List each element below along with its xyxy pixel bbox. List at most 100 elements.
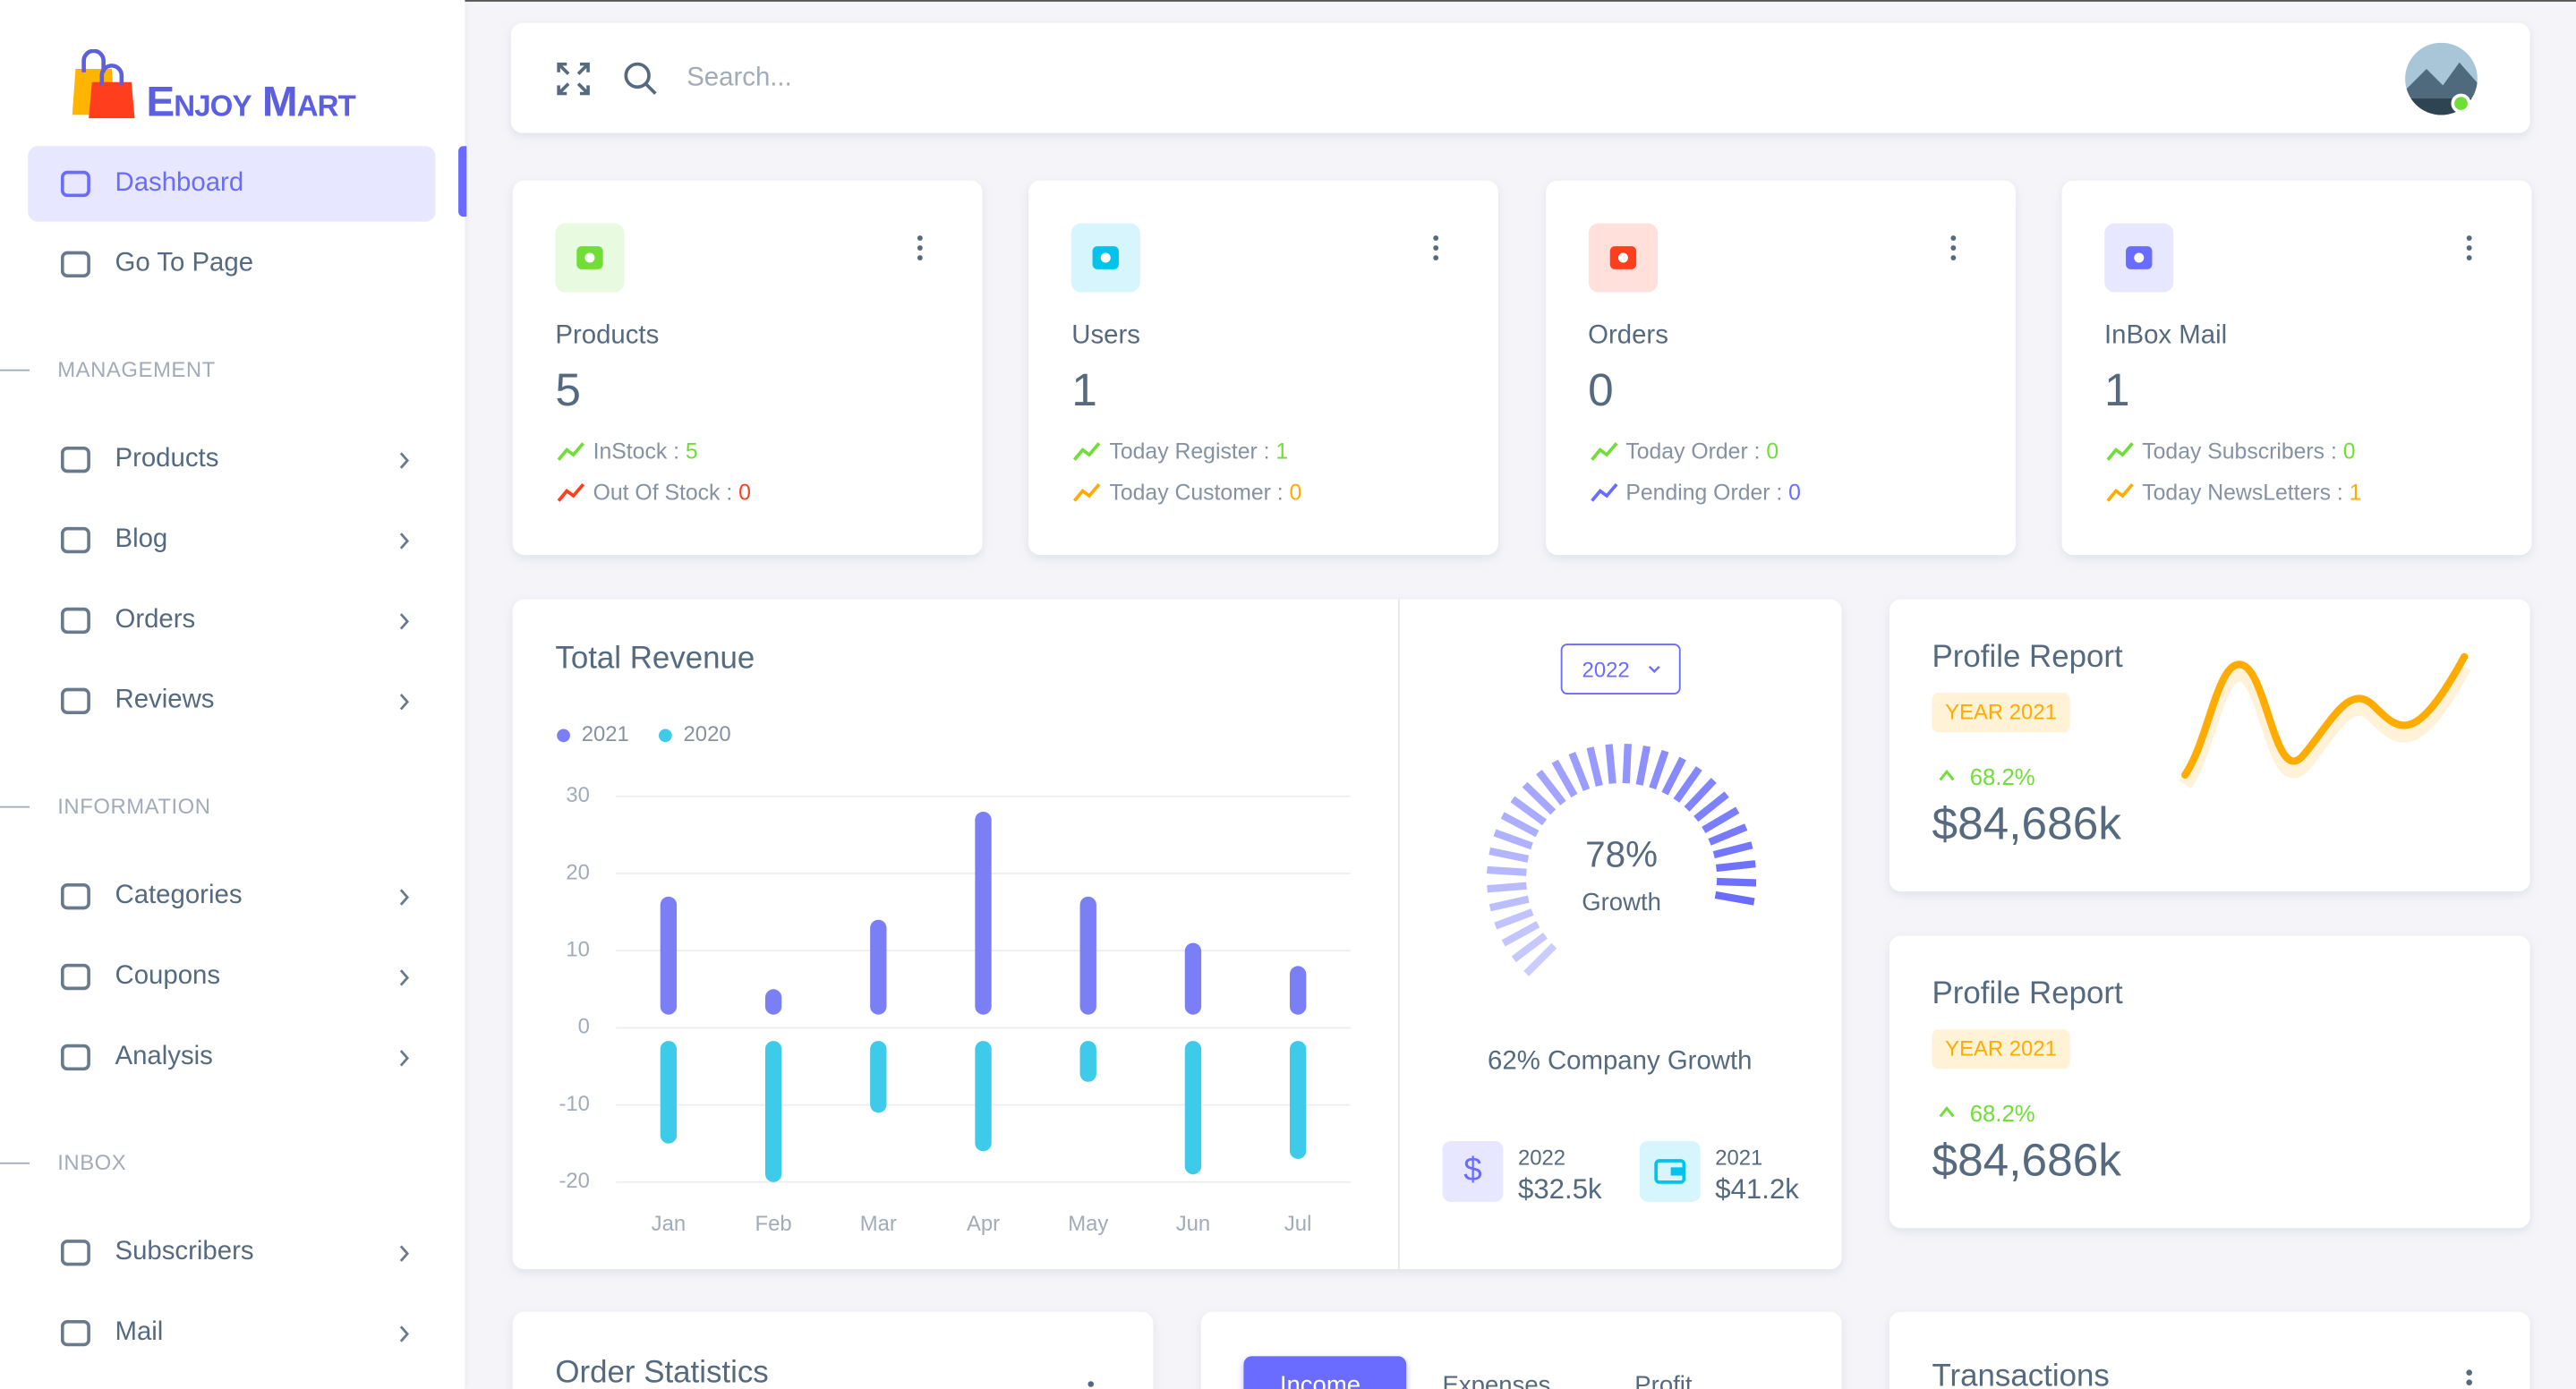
section-rule <box>0 805 30 808</box>
tab-active[interactable]: Income <box>1243 1356 1407 1389</box>
chevron-path <box>399 613 410 630</box>
line-icon <box>1590 482 1617 502</box>
stat-line: Today Register : 1 <box>1109 439 1288 464</box>
dot <box>2466 255 2472 260</box>
dot <box>917 235 923 241</box>
gauge-segment <box>1673 766 1702 803</box>
chart-title: Total Revenue <box>555 641 755 676</box>
x-tick-label: Jul <box>1284 1212 1311 1236</box>
menu-dots[interactable] <box>1431 234 1441 260</box>
menu-dots[interactable] <box>1086 1377 1096 1389</box>
gauge-segment <box>1487 882 1527 893</box>
dot <box>1949 255 1956 260</box>
legend-marker <box>659 729 672 743</box>
up-arrow <box>1939 1105 1955 1118</box>
gauge-segment <box>1568 752 1591 792</box>
legend-marker <box>557 729 570 743</box>
nav-icon <box>60 1240 90 1266</box>
x-tick-label: Jan <box>652 1212 686 1236</box>
icon-shape <box>60 446 90 473</box>
icon-shape <box>60 882 90 910</box>
card-title: Order Statistics <box>555 1356 769 1389</box>
growth-percent: 78% <box>1585 833 1659 875</box>
stat-icon-glyph <box>576 246 603 269</box>
gauge-segment <box>1500 812 1540 838</box>
tab[interactable]: Expenses <box>1442 1371 1551 1389</box>
sidebar: Enjoy Mart Dashboard Go To Page MANAGEMENT… <box>0 0 465 1389</box>
stat-value: 0 <box>1588 364 1614 416</box>
gauge-segment <box>1511 933 1548 963</box>
chevron <box>399 1245 410 1262</box>
growth-label: Growth <box>1582 889 1661 917</box>
stat-value: 5 <box>555 364 581 416</box>
nav-item[interactable]: Dashboard <box>115 168 244 198</box>
nav-item[interactable]: Categories <box>115 882 243 910</box>
search-input[interactable]: Search... <box>687 64 792 92</box>
stat-card: Orders 0 Today Order : 0 Pending Order : 0 <box>1545 180 2016 556</box>
sparkline <box>2179 652 2471 788</box>
fullscreen-icon[interactable] <box>557 62 590 96</box>
chevron-path <box>399 694 410 711</box>
stat-line: Today Customer : 0 <box>1109 481 1301 506</box>
glyph-dot <box>1617 252 1628 263</box>
profile-badge: YEAR 2021 <box>1932 693 2070 733</box>
gauge-segment <box>1714 890 1755 906</box>
nav-item[interactable]: Go To Page <box>115 249 254 278</box>
line-icon-path <box>2106 482 2134 502</box>
bar <box>764 989 782 1015</box>
nav-item[interactable]: Products <box>115 445 219 473</box>
gauge-segment <box>1488 895 1530 912</box>
menu-dots[interactable] <box>915 234 925 260</box>
stat-line-value: 0 <box>1766 439 1779 464</box>
profile-badge: YEAR 2021 <box>1932 1029 2070 1069</box>
gauge-segment <box>1708 823 1748 846</box>
arrow-path <box>1939 769 1955 781</box>
gauge-segment <box>1693 791 1729 822</box>
menu-dots[interactable] <box>2464 1368 2474 1389</box>
nav-item[interactable]: Mail <box>115 1318 164 1347</box>
gauge-segment <box>1702 806 1740 833</box>
menu-dots[interactable] <box>2464 234 2474 260</box>
stat-value: 1 <box>1071 364 1097 416</box>
tab[interactable]: Profit <box>1634 1371 1693 1389</box>
legend-label: 2020 <box>684 722 731 746</box>
gauge-segment <box>1712 841 1753 859</box>
gauge-segment <box>1649 749 1669 790</box>
stat-line-label: Today Customer : <box>1109 480 1290 506</box>
chevron-path <box>399 1050 410 1067</box>
income-card: Income Expenses Profit <box>1200 1311 1842 1389</box>
nav-item[interactable]: Blog <box>115 525 168 554</box>
gauge-segment <box>1622 744 1632 784</box>
gauge-segment <box>1487 865 1527 876</box>
y-tick-label: 10 <box>566 937 590 961</box>
icon-shape <box>60 687 90 715</box>
gauge-segment <box>1551 759 1578 798</box>
gauge-segment <box>1522 781 1557 815</box>
up-arrow <box>1939 769 1955 781</box>
nav-item[interactable]: Analysis <box>115 1042 213 1071</box>
section-title: MANAGEMENT <box>57 357 216 382</box>
stat-title: Users <box>1071 321 1140 350</box>
icon-shape <box>60 170 90 198</box>
menu-dots[interactable] <box>1948 234 1958 260</box>
nav-item[interactable]: Coupons <box>115 962 221 991</box>
profile-title: Profile Report <box>1932 976 2123 1012</box>
chevron <box>399 694 410 711</box>
nav-item[interactable]: Subscribers <box>115 1238 254 1266</box>
nav-item[interactable]: Orders <box>115 605 196 635</box>
dot <box>1949 235 1956 241</box>
year-select[interactable]: 2022 <box>1560 643 1681 695</box>
line-icon <box>1073 482 1101 502</box>
chevron <box>399 1050 410 1067</box>
nav-item[interactable]: Reviews <box>115 686 215 715</box>
profile-amount: $84,686k <box>1932 1134 2121 1186</box>
line-icon <box>1590 442 1617 461</box>
stat-icon <box>2104 223 2174 293</box>
gauge-segment <box>1510 796 1547 826</box>
search-icon[interactable] <box>623 61 659 97</box>
nav-icon <box>60 882 90 910</box>
avatar[interactable] <box>2403 42 2482 122</box>
glyph-dot <box>1101 252 1112 263</box>
